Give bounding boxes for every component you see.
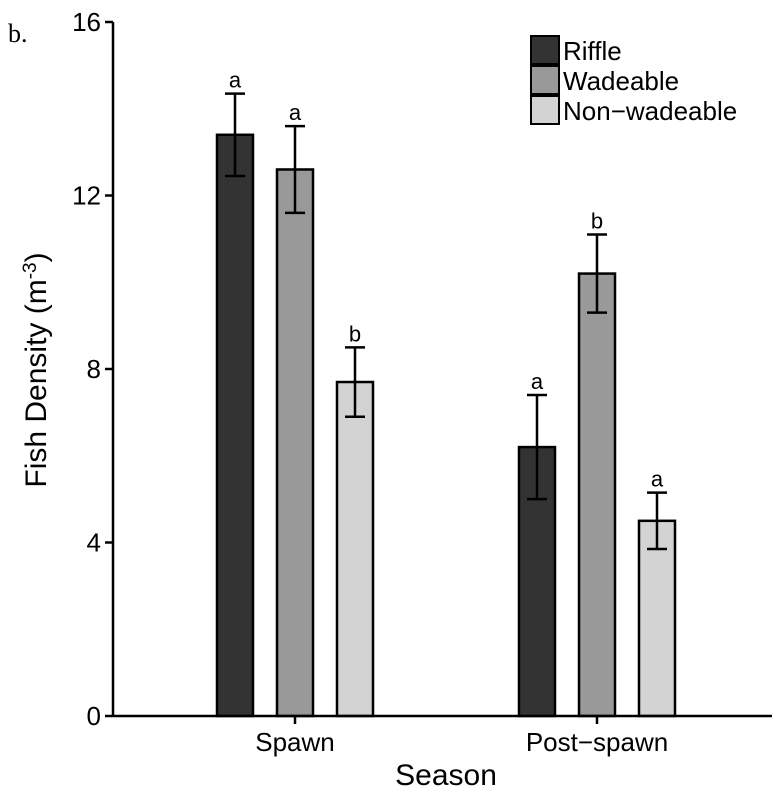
significance-letter: a (531, 369, 544, 394)
significance-letter: a (651, 467, 664, 492)
x-tick-label: Post−spawn (526, 727, 668, 757)
plot-area: a a a b b a (215, 68, 677, 718)
y-tick-label: 0 (87, 701, 101, 731)
bar-non-wadeable-0 (335, 380, 375, 718)
y-tick-label: 12 (72, 181, 101, 211)
y-axis-title: Fish Density (m-3) (20, 252, 53, 487)
y-tick-label: 4 (87, 528, 101, 558)
legend-label: Wadeable (563, 66, 679, 96)
y-tick-label: 8 (87, 354, 101, 384)
x-axis-title: Season (395, 759, 497, 791)
bar-wadeable-0 (275, 168, 315, 718)
significance-letter: a (289, 100, 302, 125)
significance-letter: b (591, 209, 603, 234)
panel-label: b. (8, 19, 28, 48)
y-tick-label: 16 (72, 7, 101, 37)
significance-letter: a (229, 68, 242, 93)
legend-swatch (530, 95, 560, 125)
x-tick-label: Spawn (255, 727, 335, 757)
legend-swatch (530, 65, 560, 95)
axes: 0 4 8 12 16 Spawn Post−spawn (72, 7, 772, 757)
bar-riffle-0 (215, 133, 255, 718)
legend-label: Riffle (563, 36, 622, 66)
bar-wadeable-1 (577, 272, 617, 718)
legend-swatch (530, 35, 560, 65)
y-axis-title-superscript: -3 (20, 262, 41, 279)
significance-letter: b (349, 321, 361, 346)
legend-label: Non−wadeable (563, 96, 737, 126)
